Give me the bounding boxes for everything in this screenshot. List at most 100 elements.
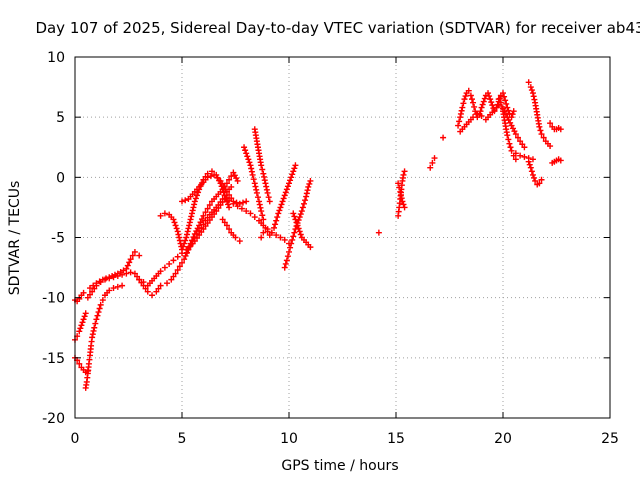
data-point (249, 171, 256, 178)
data-point (512, 156, 519, 163)
data-point (262, 180, 269, 187)
grid-lines (75, 57, 610, 418)
data-point-interp (134, 273, 141, 280)
data-point (395, 180, 402, 187)
data-point-interp (184, 246, 191, 253)
data-point-interp (463, 121, 470, 128)
data-point (431, 155, 438, 162)
data-point (127, 269, 134, 276)
data-point-interp (498, 103, 505, 110)
series-track-21 (395, 180, 408, 211)
data-point-interp (239, 199, 246, 206)
data-point (290, 210, 297, 217)
data-point (262, 224, 269, 231)
data-point-interp (284, 253, 291, 260)
data-point (200, 212, 207, 219)
data-point-interp (94, 312, 101, 319)
data-point-interp (182, 237, 189, 244)
series-track-3 (72, 289, 87, 305)
data-point (296, 228, 303, 235)
data-point-interp (306, 180, 313, 187)
data-point-interp (191, 201, 198, 208)
data-point (480, 98, 487, 105)
data-point-interp (155, 270, 162, 277)
data-point (529, 156, 536, 163)
data-point (99, 276, 106, 283)
series-track-14 (241, 144, 267, 223)
data-point (521, 144, 528, 151)
data-point (247, 210, 254, 217)
data-point-interp (151, 275, 158, 282)
data-point (529, 171, 536, 178)
data-point-interp (460, 100, 467, 107)
data-point (300, 200, 307, 207)
data-point-interp (289, 236, 296, 243)
data-point-interp (184, 228, 191, 235)
data-point-interp (171, 219, 178, 226)
series-track-16 (258, 162, 299, 241)
series-track-6 (86, 248, 143, 292)
data-point-interp (176, 234, 183, 241)
data-point-interp (486, 93, 493, 100)
data-point-interp (254, 141, 261, 148)
data-point-interp (185, 225, 192, 232)
data-point-interp (481, 95, 488, 102)
data-point (508, 147, 515, 154)
data-point-interp (186, 243, 193, 250)
data-point (260, 170, 267, 177)
data-point (495, 96, 502, 103)
data-point-interp (284, 183, 291, 190)
data-point-interp (459, 126, 466, 133)
data-point (401, 168, 408, 175)
data-point-interp (505, 107, 512, 114)
data-point (292, 162, 299, 169)
data-point-interp (304, 187, 311, 194)
data-point (243, 198, 250, 205)
data-point (266, 198, 273, 205)
data-point-interp (477, 108, 484, 115)
data-point (202, 217, 209, 224)
data-point (140, 279, 147, 286)
data-point-interp (174, 266, 181, 273)
data-point (245, 156, 252, 163)
data-point-interp (192, 195, 199, 202)
data-point (230, 200, 237, 207)
y-tick-label: 10 (47, 50, 65, 66)
data-point (187, 240, 194, 247)
series-track-13 (219, 216, 243, 245)
data-point-interp (242, 147, 249, 154)
data-point-interp (485, 114, 492, 121)
data-point-interp (188, 237, 195, 244)
data-point-interp (282, 260, 289, 267)
data-point (131, 270, 138, 277)
y-tick-label: 5 (56, 110, 65, 126)
data-point-interp (104, 289, 111, 296)
data-point-interp (222, 186, 229, 193)
data-point (497, 99, 504, 106)
data-point-interp (182, 197, 189, 204)
data-point (241, 144, 248, 151)
data-point (547, 143, 554, 150)
data-point-interp (458, 107, 465, 114)
data-point (149, 292, 156, 299)
data-point (401, 204, 408, 211)
data-point-interp (81, 313, 88, 320)
data-point-interp (190, 204, 197, 211)
x-tick-label: 5 (178, 431, 187, 447)
data-point-interp (188, 213, 195, 220)
data-point-interp (252, 129, 259, 136)
data-point (288, 240, 295, 247)
data-point (286, 180, 292, 187)
data-point (170, 257, 177, 264)
data-point (273, 217, 280, 224)
data-point (264, 228, 271, 235)
data-point-interp (528, 168, 535, 175)
data-point (307, 177, 314, 184)
data-point (557, 126, 564, 133)
data-point-interp (259, 166, 266, 173)
data-point-interp (155, 285, 162, 292)
data-point (504, 104, 511, 111)
data-point (277, 204, 284, 211)
data-point (89, 288, 96, 295)
data-point (517, 152, 524, 159)
